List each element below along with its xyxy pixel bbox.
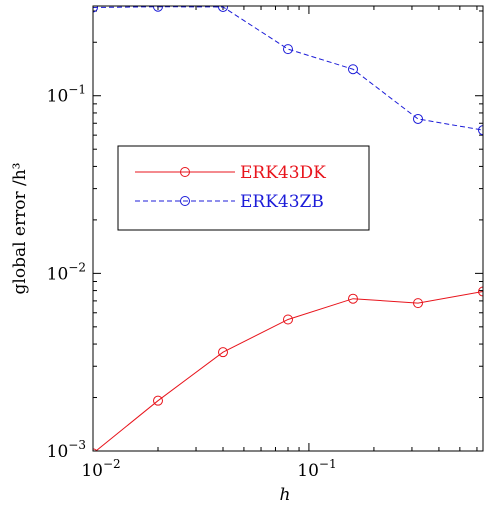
x-tick-label: 10−1 <box>297 457 336 481</box>
legend-marker <box>180 167 190 177</box>
plot-frame <box>92 5 484 452</box>
data-point <box>283 314 293 325</box>
legend-marker <box>180 196 190 206</box>
series-line <box>93 6 483 131</box>
y-tick-label: 10−3 <box>47 438 86 462</box>
data-point <box>153 395 163 406</box>
data-point <box>413 298 423 309</box>
x-tick-label: 10−2 <box>81 457 120 481</box>
data-point <box>348 293 358 304</box>
data-point <box>218 6 228 12</box>
data-point <box>348 64 358 75</box>
data-point <box>478 286 483 297</box>
legend-label: ERK43ZB <box>240 192 324 212</box>
tick-labels: 10−2 10−110−310−210−1 <box>47 83 337 481</box>
series-layer <box>93 6 483 451</box>
data-point <box>478 125 483 136</box>
y-tick-label: 10−1 <box>47 83 86 107</box>
data-point <box>283 44 293 55</box>
series-ERK43DK <box>93 286 483 451</box>
data-point <box>218 347 228 358</box>
legend-box <box>117 145 370 231</box>
data-point <box>413 113 423 124</box>
series-ERK43ZB <box>93 6 483 136</box>
data-point <box>153 6 163 12</box>
series-line <box>95 291 483 451</box>
legend: ERK43DK ERK43ZB <box>117 145 370 231</box>
y-tick-label: 10−2 <box>47 260 86 284</box>
data-point <box>93 6 98 13</box>
y-axis-label: global error /h³ <box>10 163 30 295</box>
legend-label: ERK43DK <box>240 163 326 183</box>
x-axis-label: h <box>280 485 291 505</box>
